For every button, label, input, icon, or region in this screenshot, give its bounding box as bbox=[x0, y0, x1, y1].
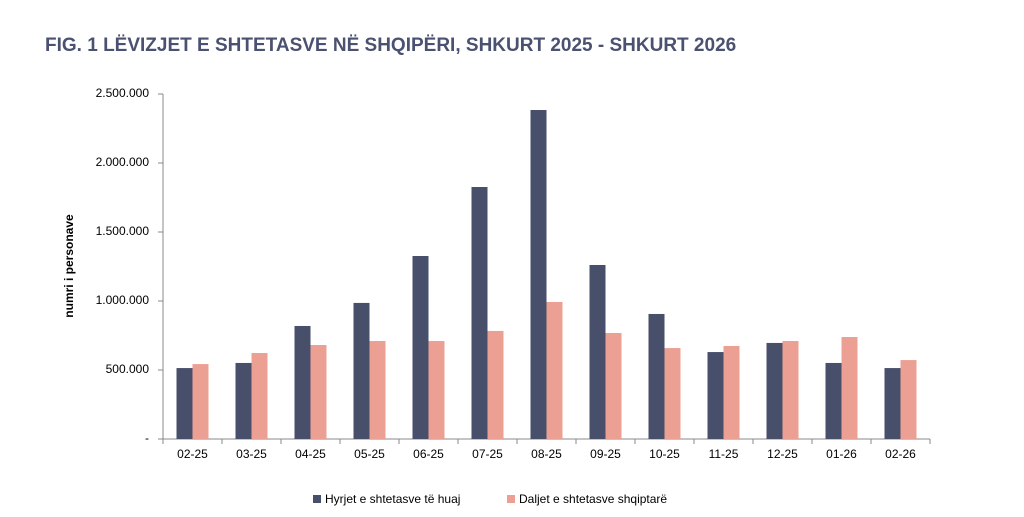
bar bbox=[900, 360, 917, 439]
bar bbox=[766, 342, 783, 439]
x-tick-label: 07-25 bbox=[472, 447, 503, 461]
legend-swatch bbox=[313, 495, 321, 503]
bar bbox=[428, 341, 445, 439]
bar bbox=[648, 313, 665, 439]
legend-label: Daljet e shtetasve shqiptarë bbox=[519, 492, 667, 506]
bar bbox=[487, 330, 504, 439]
bar bbox=[546, 301, 563, 439]
y-axis-title: numri i personave bbox=[62, 214, 76, 318]
bar bbox=[353, 302, 370, 439]
y-tick-label: 2.500.000 bbox=[96, 86, 150, 100]
chart-title: FIG. 1 LËVIZJET E SHTETASVE NË SHQIPËRI,… bbox=[45, 35, 736, 56]
bar bbox=[782, 341, 799, 439]
bar bbox=[192, 364, 209, 439]
bar bbox=[825, 362, 842, 439]
x-tick-label: 02-26 bbox=[885, 447, 916, 461]
x-tick-label: 05-25 bbox=[354, 447, 385, 461]
bar bbox=[176, 368, 193, 439]
bar bbox=[412, 256, 429, 439]
bar bbox=[235, 362, 252, 439]
x-tick-label: 01-26 bbox=[826, 447, 857, 461]
y-tick-label: - bbox=[145, 431, 149, 445]
x-tick-label: 04-25 bbox=[295, 447, 326, 461]
bar bbox=[723, 345, 740, 439]
x-tick-label: 11-25 bbox=[709, 447, 739, 461]
x-tick-label: 09-25 bbox=[590, 447, 621, 461]
legend-swatch bbox=[507, 495, 515, 503]
x-tick-label: 06-25 bbox=[413, 447, 444, 461]
y-tick-label: 500.000 bbox=[106, 362, 150, 376]
x-tick-label: 10-25 bbox=[649, 447, 680, 461]
bar bbox=[664, 348, 681, 439]
x-tick-label: 12-25 bbox=[767, 447, 798, 461]
x-tick-label: 02-25 bbox=[177, 447, 208, 461]
bar bbox=[530, 110, 547, 440]
bar bbox=[884, 368, 901, 439]
bar bbox=[310, 345, 327, 439]
x-tick-label: 03-25 bbox=[236, 447, 267, 461]
bar bbox=[251, 353, 268, 439]
bar bbox=[589, 264, 606, 439]
y-tick-label: 1.500.000 bbox=[96, 224, 150, 238]
x-tick-label: 08-25 bbox=[531, 447, 562, 461]
bar bbox=[369, 341, 386, 439]
bar bbox=[605, 333, 622, 439]
y-tick-label: 2.000.000 bbox=[96, 155, 150, 169]
y-tick-label: 1.000.000 bbox=[96, 293, 150, 307]
bar bbox=[707, 352, 724, 439]
bar bbox=[294, 325, 311, 439]
bar bbox=[471, 187, 488, 439]
legend-label: Hyrjet e shtetasve të huaj bbox=[325, 492, 460, 506]
bar bbox=[841, 337, 858, 439]
